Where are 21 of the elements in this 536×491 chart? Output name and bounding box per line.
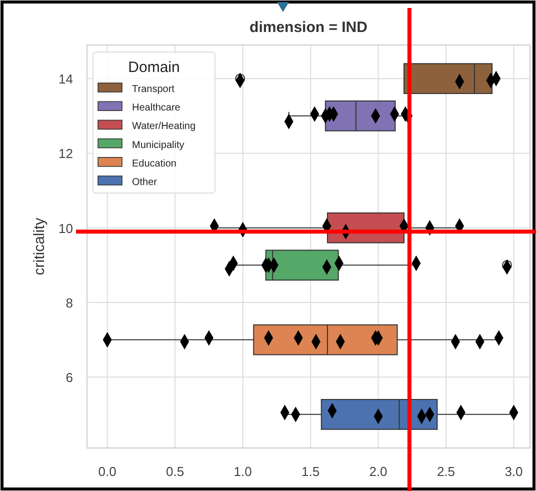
y-tick-label: 12 [58, 146, 73, 162]
legend-label: Other [132, 177, 158, 188]
legend-label: Education [132, 158, 176, 170]
y-tick-label: 6 [66, 370, 73, 386]
chart-title: dimension = IND [250, 19, 368, 36]
y-tick-label: 14 [58, 72, 73, 87]
y-tick-label: 10 [58, 220, 73, 236]
x-tick-label: 0.0 [98, 464, 116, 479]
legend-label: Municipality [132, 140, 184, 151]
x-tick-label: 1.5 [301, 464, 320, 479]
legend-label: Water/Heating [132, 121, 196, 132]
legend-title: Domain [128, 59, 180, 76]
x-tick-label: 2.0 [369, 464, 388, 479]
legend-label: Healthcare [132, 102, 181, 114]
x-tick-label: 1.0 [234, 464, 252, 479]
y-axis-title: criticality [31, 217, 48, 276]
x-tick-label: 2.5 [436, 464, 456, 479]
x-tick-label: 3.0 [504, 464, 523, 479]
legend-label: Transport [132, 84, 175, 95]
y-tick-label: 8 [66, 295, 73, 310]
x-tick-label: 0.5 [166, 464, 184, 479]
